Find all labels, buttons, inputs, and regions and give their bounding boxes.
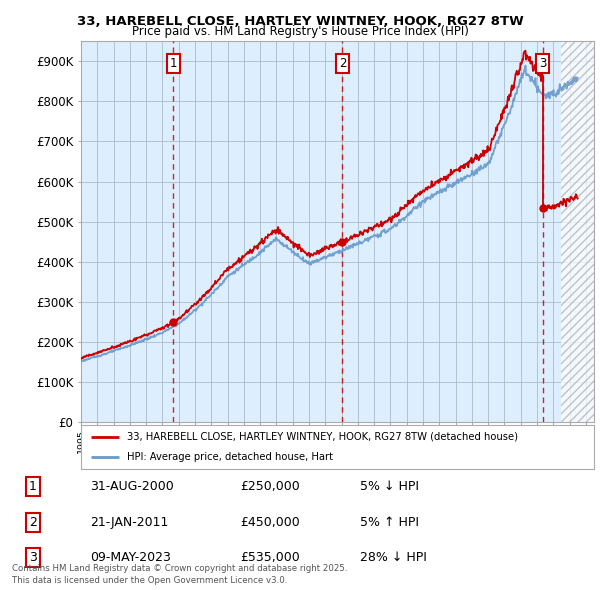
- Text: £250,000: £250,000: [240, 480, 300, 493]
- Text: 09-MAY-2023: 09-MAY-2023: [90, 551, 171, 564]
- Text: £535,000: £535,000: [240, 551, 300, 564]
- Text: £450,000: £450,000: [240, 516, 300, 529]
- Text: 5% ↓ HPI: 5% ↓ HPI: [360, 480, 419, 493]
- Text: 21-JAN-2011: 21-JAN-2011: [90, 516, 169, 529]
- Text: 2: 2: [339, 57, 346, 70]
- Text: 1: 1: [29, 480, 37, 493]
- Text: 5% ↑ HPI: 5% ↑ HPI: [360, 516, 419, 529]
- Text: HPI: Average price, detached house, Hart: HPI: Average price, detached house, Hart: [127, 452, 333, 462]
- Text: 2: 2: [29, 516, 37, 529]
- Text: 31-AUG-2000: 31-AUG-2000: [90, 480, 174, 493]
- Text: 33, HAREBELL CLOSE, HARTLEY WINTNEY, HOOK, RG27 8TW (detached house): 33, HAREBELL CLOSE, HARTLEY WINTNEY, HOO…: [127, 432, 518, 442]
- Text: 33, HAREBELL CLOSE, HARTLEY WINTNEY, HOOK, RG27 8TW: 33, HAREBELL CLOSE, HARTLEY WINTNEY, HOO…: [77, 15, 523, 28]
- Text: Contains HM Land Registry data © Crown copyright and database right 2025.
This d: Contains HM Land Registry data © Crown c…: [12, 564, 347, 585]
- Text: Price paid vs. HM Land Registry's House Price Index (HPI): Price paid vs. HM Land Registry's House …: [131, 25, 469, 38]
- Bar: [562, 41, 600, 422]
- Text: 1: 1: [170, 57, 177, 70]
- Text: 3: 3: [29, 551, 37, 564]
- Text: 3: 3: [539, 57, 547, 70]
- Bar: [562, 41, 600, 422]
- Text: 28% ↓ HPI: 28% ↓ HPI: [360, 551, 427, 564]
